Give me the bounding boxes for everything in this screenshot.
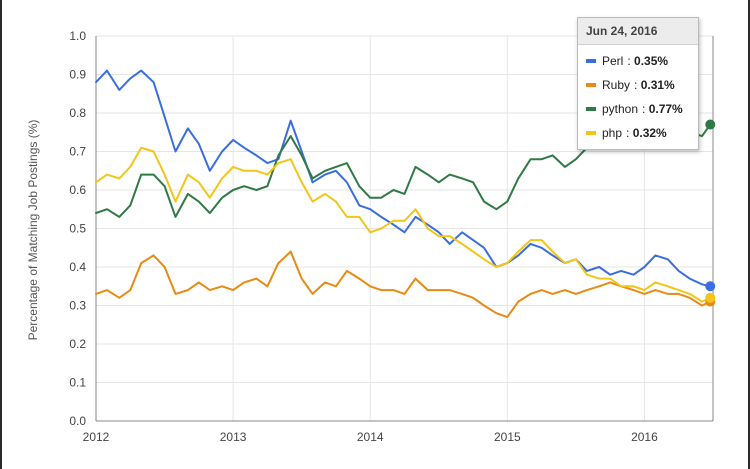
x-tick-labels: 2012 2013 2014 2015 2016 bbox=[83, 430, 658, 444]
series-line-ruby bbox=[95, 250, 712, 319]
ruby-swatch-icon bbox=[586, 83, 596, 87]
window-edge-right bbox=[748, 0, 750, 469]
x-tick-label: 2012 bbox=[83, 430, 110, 444]
y-axis-label: Percentage of Matching Job Postings (%) bbox=[26, 120, 40, 341]
y-tick-label: 0.4 bbox=[69, 260, 86, 274]
y-tick-label: 0.8 bbox=[69, 106, 86, 120]
tooltip-series-name: python bbox=[602, 102, 639, 116]
tooltip-series-value: 0.32% bbox=[632, 126, 667, 140]
perl-swatch-icon bbox=[586, 59, 596, 63]
series-line-perl bbox=[95, 69, 712, 288]
y-tick-label: 0.5 bbox=[69, 222, 86, 236]
y-tick-labels: 0.0 0.1 0.2 0.3 0.4 0.5 0.6 0.7 0.8 0.9 1.0 bbox=[69, 29, 86, 428]
tooltip-series-name: php bbox=[602, 126, 623, 140]
tooltip-row-ruby: Ruby: 0.31% bbox=[578, 73, 698, 97]
tooltip-row-python: python: 0.77% bbox=[578, 97, 698, 121]
x-tick-label: 2014 bbox=[357, 430, 384, 444]
y-tick-label: 0.0 bbox=[69, 414, 86, 428]
y-tick-label: 0.6 bbox=[69, 183, 86, 197]
php-swatch-icon bbox=[586, 131, 596, 135]
y-tick-label: 0.7 bbox=[69, 145, 86, 159]
axes bbox=[95, 36, 714, 422]
tooltip-row-perl: Perl: 0.35% bbox=[578, 49, 698, 73]
y-tick-label: 1.0 bbox=[69, 29, 86, 43]
tooltip-series-name: Ruby bbox=[602, 78, 631, 92]
y-tick-label: 0.2 bbox=[69, 337, 86, 351]
python-swatch-icon bbox=[586, 107, 596, 111]
y-tick-label: 0.9 bbox=[69, 68, 86, 82]
y-tick-label: 0.3 bbox=[69, 299, 86, 313]
endpoint-php[interactable] bbox=[705, 292, 716, 303]
window-edge-left bbox=[0, 0, 2, 469]
x-tick-label: 2016 bbox=[631, 430, 658, 444]
series-endpoints[interactable] bbox=[705, 119, 716, 307]
y-tick-label: 0.1 bbox=[69, 376, 86, 390]
series-line-php bbox=[95, 146, 712, 303]
tooltip-series-value: 0.35% bbox=[634, 54, 669, 68]
x-tick-label: 2013 bbox=[220, 430, 247, 444]
tooltip-series-value: 0.77% bbox=[648, 102, 683, 116]
endpoint-python[interactable] bbox=[705, 119, 716, 130]
tooltip-series-name: Perl bbox=[602, 54, 624, 68]
tooltip-rows: Perl: 0.35% Ruby: 0.31% python: 0.77% ph… bbox=[578, 45, 698, 149]
hover-tooltip: Jun 24, 2016 Perl: 0.35% Ruby: 0.31% pyt… bbox=[577, 17, 699, 150]
x-tick-label: 2015 bbox=[494, 430, 521, 444]
tooltip-row-php: php: 0.32% bbox=[578, 121, 698, 145]
endpoint-perl[interactable] bbox=[705, 281, 716, 292]
tooltip-date: Jun 24, 2016 bbox=[578, 18, 698, 45]
tooltip-series-value: 0.31% bbox=[640, 78, 675, 92]
